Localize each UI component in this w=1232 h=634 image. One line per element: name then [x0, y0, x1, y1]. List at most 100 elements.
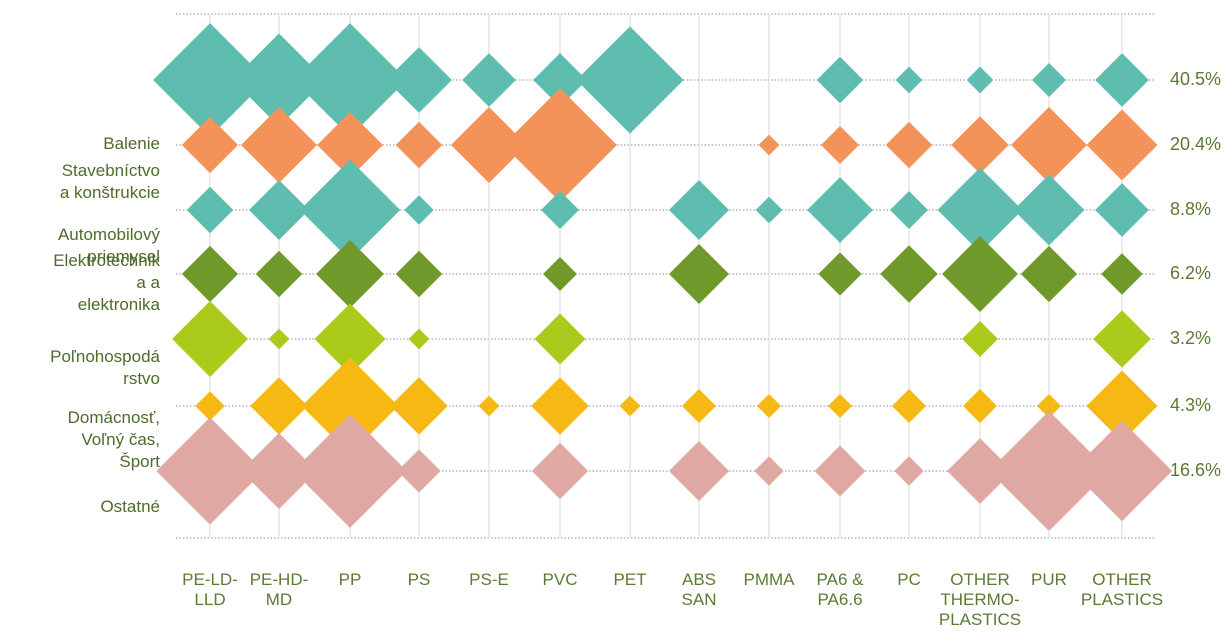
diamond-marker	[890, 191, 928, 229]
diamond-marker	[181, 116, 239, 174]
row-percentage-label: 6.2%	[1170, 263, 1212, 283]
diamond-marker	[153, 23, 267, 137]
diamond-marker	[386, 47, 452, 113]
category-label: PUR	[1031, 570, 1067, 589]
diamond-marker	[576, 26, 684, 134]
diamond-marker	[892, 389, 926, 423]
row-label: Ostatné	[100, 497, 160, 516]
diamond-marker	[293, 23, 407, 137]
category-label: PP	[338, 570, 362, 589]
diamond-marker	[1095, 183, 1149, 237]
diamond-marker	[1032, 63, 1066, 97]
diamond-marker	[669, 244, 729, 304]
diamond-marker	[619, 395, 641, 417]
diamond-marker	[962, 321, 998, 357]
diamond-marker	[531, 377, 589, 435]
diamond-marker	[255, 250, 303, 298]
row-percentage-label: 3.2%	[1170, 328, 1212, 348]
diamond-marker	[534, 313, 586, 365]
diamond-marker	[531, 442, 589, 500]
diamond-marker	[754, 456, 784, 486]
row-percentage-label: 4.3%	[1170, 395, 1212, 415]
category-label: PE-LD- LLD	[182, 570, 238, 609]
diamond-marker	[390, 377, 448, 435]
diamond-marker	[478, 395, 500, 417]
diamond-marker	[758, 134, 780, 156]
diamond-marker	[181, 245, 239, 303]
diamond-marker	[186, 186, 234, 234]
diamond-marker	[816, 56, 864, 104]
diamond-marker	[807, 177, 873, 243]
row-label: Poľnohospodá rstvo	[50, 347, 160, 388]
diamond-marker	[232, 33, 326, 127]
category-label: PET	[613, 570, 647, 589]
category-label: PE-HD- MD	[249, 570, 309, 609]
diamond-marker	[1086, 370, 1158, 442]
diamond-marker	[757, 394, 781, 418]
row-percentage-label: 20.4%	[1170, 134, 1222, 154]
diamond-marker	[293, 414, 407, 528]
category-label: PMMA	[743, 570, 795, 589]
diamond-marker	[241, 107, 317, 183]
diamond-marker	[880, 245, 938, 303]
diamond-marker	[963, 389, 997, 423]
row-percentage-label: 16.6%	[1170, 460, 1222, 480]
category-label: OTHER PLASTICS	[1080, 570, 1164, 609]
category-label: OTHER THERMO- PLASTICS	[938, 570, 1022, 629]
row-percentage-label: 40.5%	[1170, 69, 1222, 89]
diamond-marker	[301, 357, 399, 455]
diamond-marker	[249, 180, 309, 240]
diamond-marker	[503, 88, 617, 202]
diamond-marker	[172, 301, 248, 377]
diamond-marker	[989, 411, 1109, 531]
diamond-marker	[682, 389, 716, 423]
diamond-marker	[1037, 394, 1061, 418]
row-label: Stavebníctvo a konštrukcie	[59, 161, 160, 202]
row-percentage-label: 8.8%	[1170, 199, 1212, 219]
category-label: PS-E	[469, 570, 509, 589]
diamond-marker	[966, 66, 994, 94]
diamond-marker	[408, 328, 430, 350]
diamond-marker	[1093, 310, 1151, 368]
diamond-marker	[1086, 109, 1158, 181]
row-label: Domácnosť, Voľný čas, Šport	[67, 408, 160, 471]
diamond-marker	[241, 433, 317, 509]
diamond-marker	[395, 250, 443, 298]
diamond-marker	[395, 121, 443, 169]
category-label: ABS SAN	[681, 570, 717, 609]
diamond-marker	[942, 236, 1018, 312]
diamond-marker	[543, 257, 577, 291]
diamond-marker	[314, 303, 386, 375]
diamond-marker	[814, 445, 866, 497]
diamond-marker	[895, 66, 923, 94]
diamond-marker	[541, 191, 579, 229]
diamond-marker	[451, 107, 527, 183]
diamond-marker	[1020, 245, 1078, 303]
category-label: PC	[897, 570, 921, 589]
diamond-marker	[1013, 174, 1085, 246]
category-label: PVC	[542, 570, 578, 589]
category-label: PA6 & PA6.6	[816, 570, 864, 609]
diamond-marker	[894, 456, 924, 486]
diamond-marker	[1095, 53, 1149, 107]
diamond-marker	[462, 53, 516, 107]
diamond-marker	[821, 126, 859, 164]
diamond-marker	[885, 121, 933, 169]
diamond-marker	[937, 167, 1023, 253]
category-label: PS	[407, 570, 431, 589]
diamond-marker	[317, 112, 383, 178]
diamond-marker	[818, 252, 862, 296]
row-label: Elektrotechnik a a elektronika	[53, 251, 160, 314]
diamond-marker	[299, 159, 401, 261]
diamond-marker	[397, 449, 441, 493]
diamond-marker	[250, 377, 308, 435]
diamond-marker	[1101, 253, 1143, 295]
diamond-marker	[1071, 420, 1173, 522]
diamond-marker	[828, 394, 852, 418]
diamond-marker	[755, 196, 783, 224]
diamond-marker	[1011, 107, 1087, 183]
diamond-marker	[533, 53, 587, 107]
diamond-marker	[947, 438, 1013, 504]
diamond-marker	[951, 116, 1009, 174]
